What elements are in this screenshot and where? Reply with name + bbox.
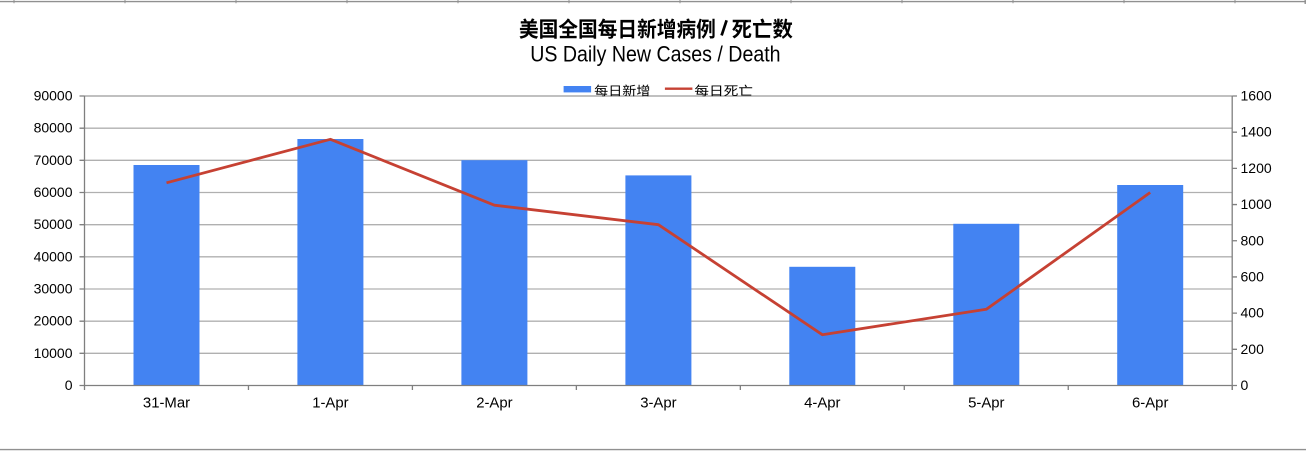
svg-text:0: 0 bbox=[65, 377, 73, 393]
svg-text:3-Apr: 3-Apr bbox=[640, 396, 676, 412]
svg-text:1-Apr: 1-Apr bbox=[312, 396, 348, 412]
svg-text:4-Apr: 4-Apr bbox=[804, 396, 840, 412]
svg-text:0: 0 bbox=[1241, 377, 1249, 393]
svg-text:5-Apr: 5-Apr bbox=[968, 396, 1004, 412]
svg-text:1400: 1400 bbox=[1241, 124, 1272, 140]
svg-text:40000: 40000 bbox=[34, 248, 73, 264]
svg-text:10000: 10000 bbox=[34, 345, 73, 361]
svg-text:400: 400 bbox=[1241, 305, 1265, 321]
svg-text:US Daily New Cases / Death: US Daily New Cases / Death bbox=[530, 42, 780, 66]
svg-text:31-Mar: 31-Mar bbox=[143, 396, 190, 412]
svg-text:6-Apr: 6-Apr bbox=[1132, 396, 1168, 412]
svg-text:600: 600 bbox=[1241, 268, 1265, 284]
svg-text:200: 200 bbox=[1241, 341, 1265, 357]
svg-text:90000: 90000 bbox=[34, 88, 73, 104]
svg-text:30000: 30000 bbox=[34, 281, 73, 297]
svg-text:60000: 60000 bbox=[34, 184, 73, 200]
svg-text:50000: 50000 bbox=[34, 216, 73, 232]
svg-text:1600: 1600 bbox=[1241, 88, 1272, 104]
svg-text:20000: 20000 bbox=[34, 313, 73, 329]
svg-text:800: 800 bbox=[1241, 232, 1265, 248]
svg-text:1200: 1200 bbox=[1241, 160, 1272, 176]
svg-text:80000: 80000 bbox=[34, 120, 73, 136]
svg-text:70000: 70000 bbox=[34, 152, 73, 168]
svg-text:1000: 1000 bbox=[1241, 196, 1272, 212]
svg-text:2-Apr: 2-Apr bbox=[476, 396, 512, 412]
